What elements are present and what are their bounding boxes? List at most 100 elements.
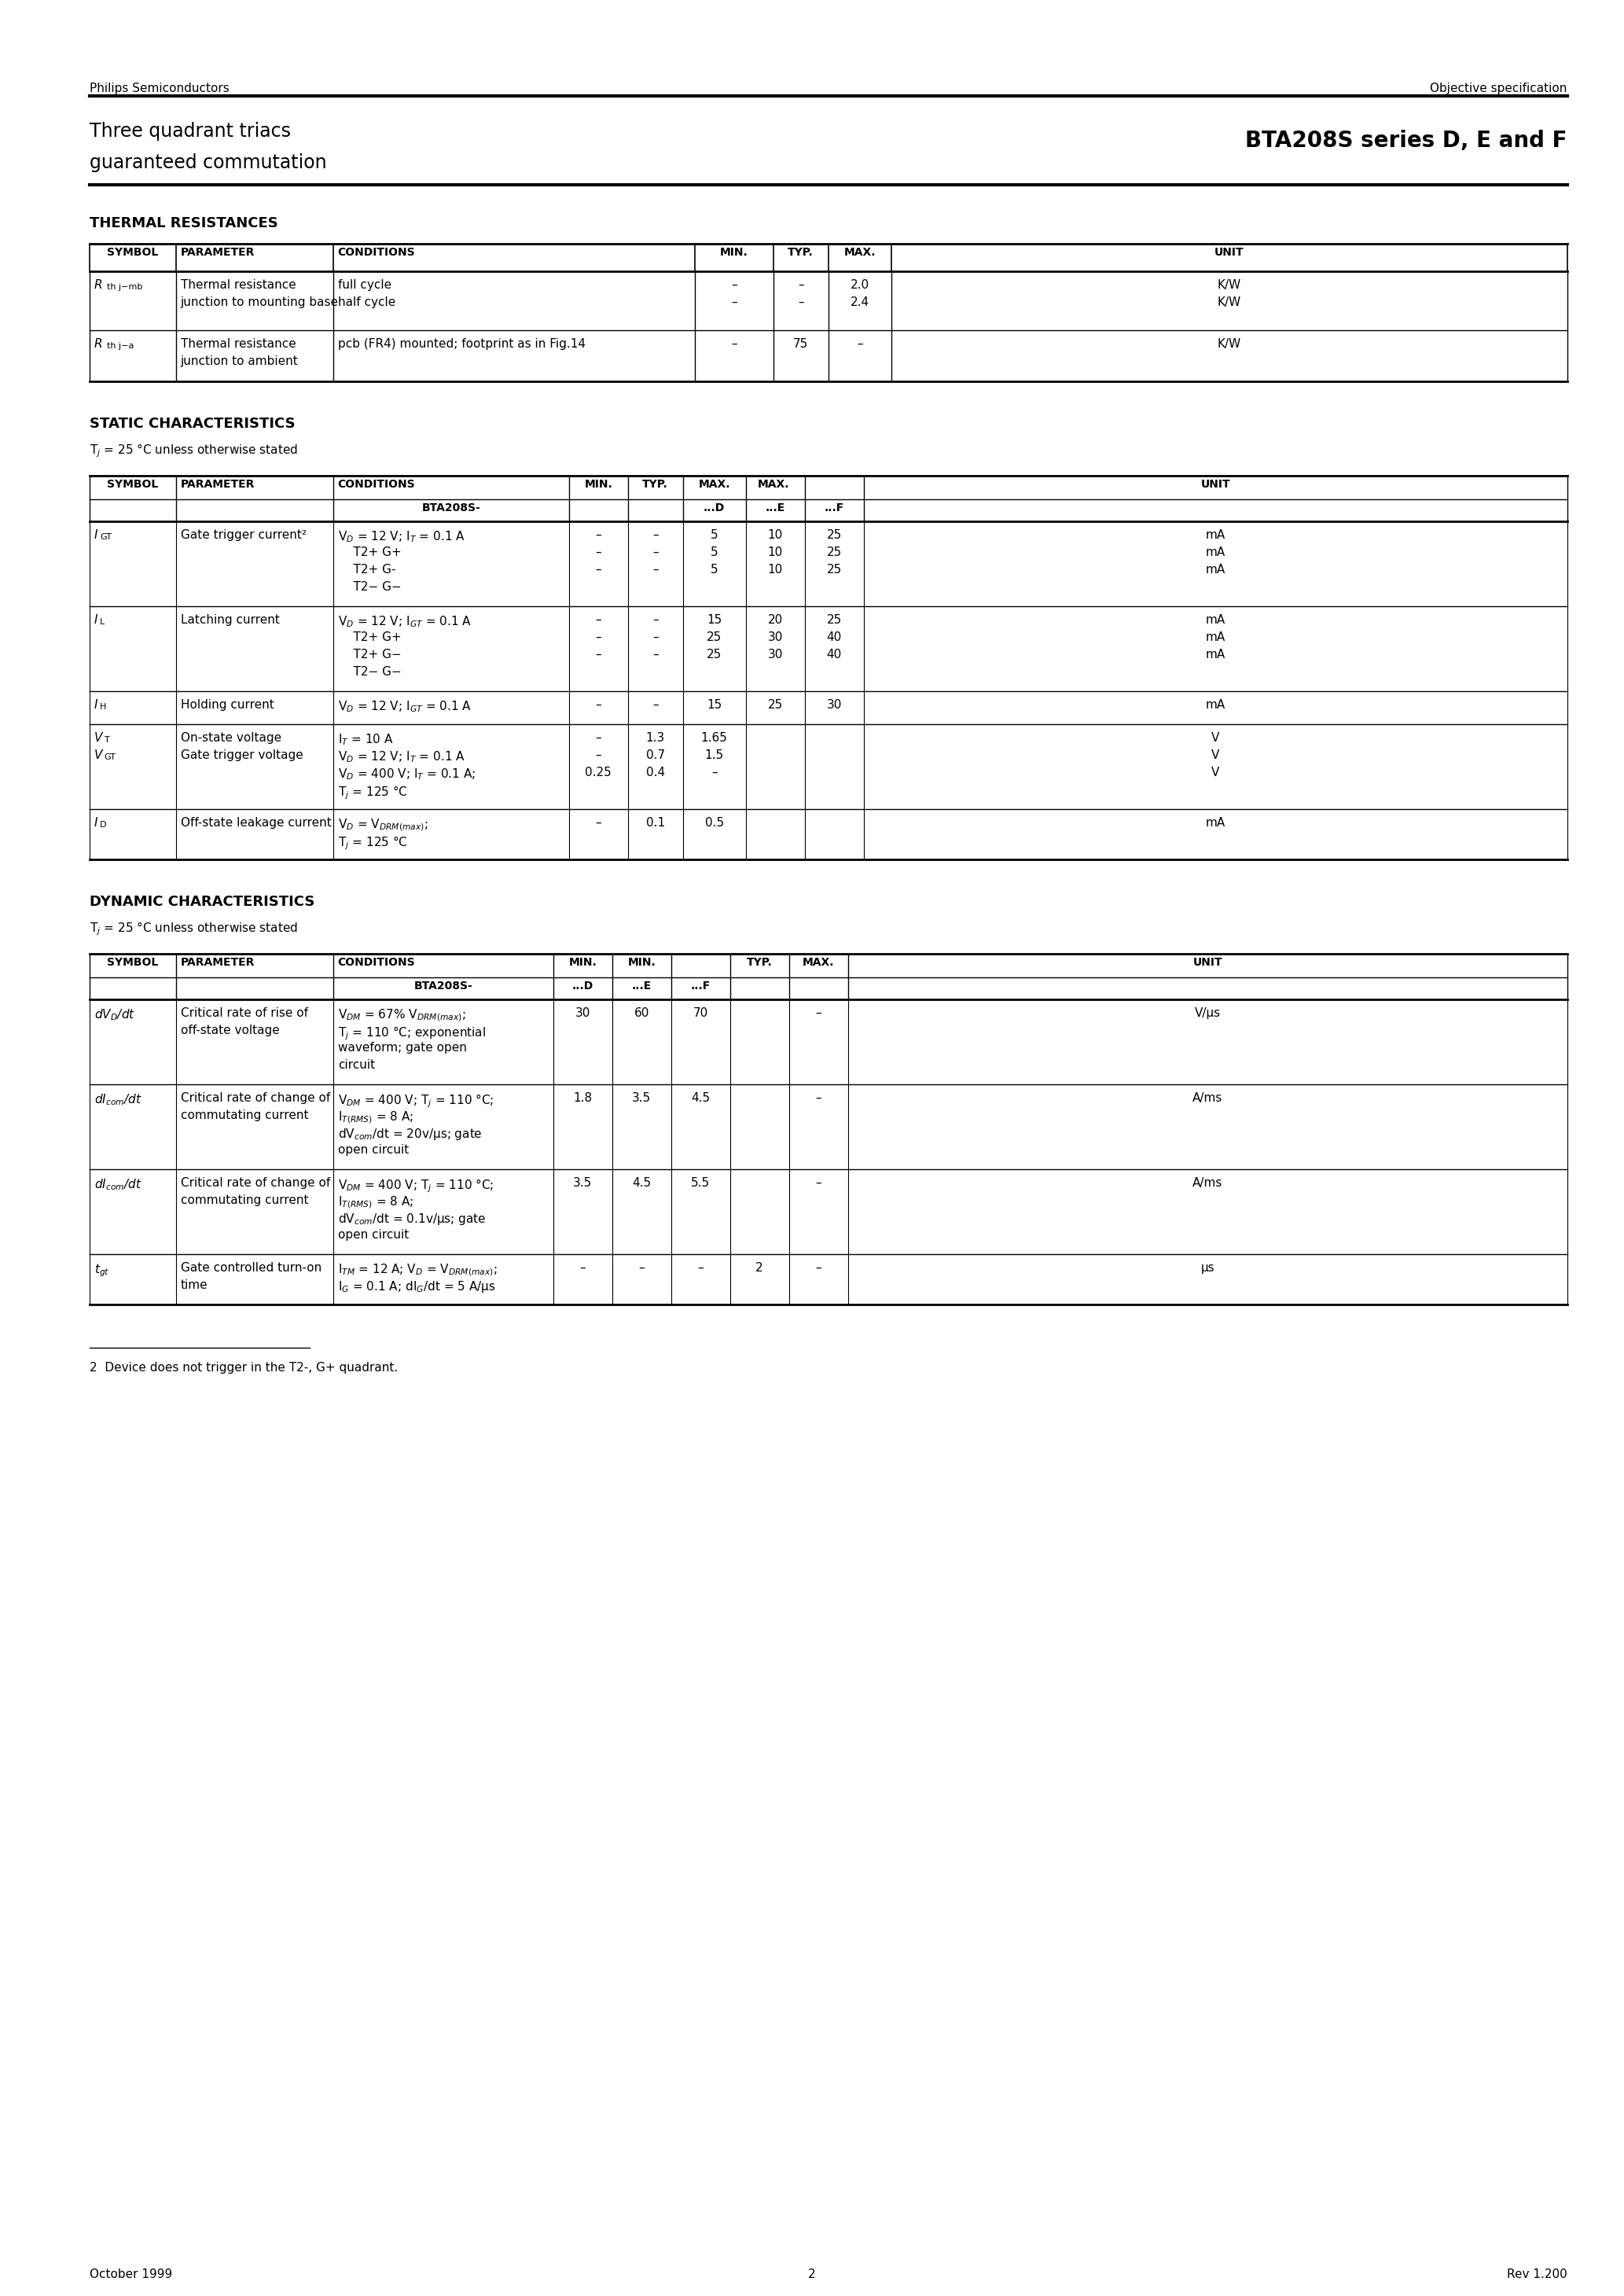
Text: 3.5: 3.5: [632, 1093, 651, 1104]
Text: half cycle: half cycle: [338, 296, 395, 308]
Text: 30: 30: [827, 698, 841, 712]
Text: –: –: [596, 732, 601, 744]
Text: Critical rate of change of: Critical rate of change of: [180, 1093, 330, 1104]
Text: PARAMETER: PARAMETER: [180, 248, 255, 257]
Text: –: –: [596, 565, 601, 576]
Text: –: –: [596, 748, 601, 762]
Text: MIN.: MIN.: [719, 248, 749, 257]
Text: –: –: [596, 631, 601, 643]
Text: UNIT: UNIT: [1215, 248, 1244, 257]
Text: MAX.: MAX.: [802, 957, 835, 969]
Text: K/W: K/W: [1218, 296, 1241, 308]
Text: 25: 25: [706, 650, 721, 661]
Text: –: –: [653, 698, 658, 712]
Text: ...D: ...D: [572, 980, 593, 992]
Text: BTA208S-: BTA208S-: [414, 980, 473, 992]
Text: Critical rate of rise of: Critical rate of rise of: [180, 1008, 309, 1019]
Text: V: V: [1212, 767, 1220, 778]
Text: ...F: ...F: [690, 980, 710, 992]
Text: mA: mA: [1205, 631, 1224, 643]
Text: I: I: [94, 528, 97, 542]
Text: K/W: K/W: [1218, 338, 1241, 349]
Text: dV$_{com}$/dt = 20v/μs; gate: dV$_{com}$/dt = 20v/μs; gate: [338, 1127, 482, 1141]
Text: I: I: [94, 613, 97, 627]
Text: CONDITIONS: CONDITIONS: [338, 957, 416, 969]
Text: open circuit: open circuit: [338, 1228, 409, 1240]
Text: ...E: ...E: [765, 503, 784, 514]
Text: T2+ G−: T2+ G−: [338, 650, 401, 661]
Text: –: –: [653, 613, 658, 627]
Text: 75: 75: [793, 338, 809, 349]
Text: commutating current: commutating current: [180, 1109, 309, 1120]
Text: V$_D$ = 12 V; I$_T$ = 0.1 A: V$_D$ = 12 V; I$_T$ = 0.1 A: [338, 528, 464, 544]
Text: –: –: [857, 338, 862, 349]
Text: th j−mb: th j−mb: [107, 282, 143, 292]
Text: T$_j$ = 25 °C unless otherwise stated: T$_j$ = 25 °C unless otherwise stated: [89, 921, 297, 937]
Text: TYP.: TYP.: [643, 480, 667, 489]
Text: V: V: [1212, 748, 1220, 762]
Text: K/W: K/W: [1218, 280, 1241, 292]
Text: PARAMETER: PARAMETER: [180, 480, 255, 489]
Text: V/μs: V/μs: [1195, 1008, 1221, 1019]
Text: dV$_D$/dt: dV$_D$/dt: [94, 1008, 135, 1022]
Text: MIN.: MIN.: [585, 480, 612, 489]
Text: dV$_{com}$/dt = 0.1v/μs; gate: dV$_{com}$/dt = 0.1v/μs; gate: [338, 1212, 486, 1226]
Text: mA: mA: [1205, 650, 1224, 661]
Text: –: –: [711, 767, 718, 778]
Text: V$_{DM}$ = 400 V; T$_j$ = 110 °C;: V$_{DM}$ = 400 V; T$_j$ = 110 °C;: [338, 1093, 494, 1109]
Text: 0.7: 0.7: [646, 748, 664, 762]
Text: 0.25: 0.25: [585, 767, 612, 778]
Text: 5: 5: [710, 528, 718, 542]
Text: ...D: ...D: [703, 503, 724, 514]
Text: –: –: [580, 1263, 586, 1274]
Text: commutating current: commutating current: [180, 1194, 309, 1205]
Text: –: –: [653, 528, 658, 542]
Text: STATIC CHARACTERISTICS: STATIC CHARACTERISTICS: [89, 418, 296, 432]
Text: –: –: [596, 817, 601, 829]
Text: junction to ambient: junction to ambient: [180, 356, 299, 367]
Text: Thermal resistance: Thermal resistance: [180, 338, 296, 349]
Text: Off-state leakage current: Off-state leakage current: [180, 817, 331, 829]
Text: T2+ G+: T2+ G+: [338, 631, 401, 643]
Text: L: L: [101, 618, 106, 627]
Text: BTA208S-: BTA208S-: [422, 503, 481, 514]
Text: 30: 30: [575, 1008, 590, 1019]
Text: –: –: [653, 546, 658, 558]
Text: –: –: [731, 296, 737, 308]
Text: D: D: [101, 822, 107, 829]
Text: μs: μs: [1200, 1263, 1215, 1274]
Text: –: –: [638, 1263, 645, 1274]
Text: –: –: [797, 280, 804, 292]
Text: 1.65: 1.65: [702, 732, 728, 744]
Text: dI$_{com}$/dt: dI$_{com}$/dt: [94, 1093, 141, 1107]
Text: 40: 40: [827, 650, 841, 661]
Text: –: –: [653, 565, 658, 576]
Text: GT: GT: [101, 533, 112, 542]
Text: 25: 25: [827, 528, 841, 542]
Text: 30: 30: [768, 631, 783, 643]
Text: T2+ G-: T2+ G-: [338, 565, 396, 576]
Text: R: R: [94, 280, 102, 292]
Text: –: –: [653, 650, 658, 661]
Text: ...E: ...E: [632, 980, 651, 992]
Text: –: –: [653, 631, 658, 643]
Text: 0.1: 0.1: [646, 817, 664, 829]
Text: V: V: [94, 748, 102, 762]
Text: Latching current: Latching current: [180, 613, 279, 627]
Text: 15: 15: [706, 698, 721, 712]
Text: THERMAL RESISTANCES: THERMAL RESISTANCES: [89, 216, 278, 230]
Text: 1.5: 1.5: [705, 748, 724, 762]
Text: 2  Device does not trigger in the T2-, G+ quadrant.: 2 Device does not trigger in the T2-, G+…: [89, 1362, 398, 1373]
Text: V$_{DM}$ = 67% V$_{DRM(max)}$;: V$_{DM}$ = 67% V$_{DRM(max)}$;: [338, 1008, 466, 1022]
Text: 5: 5: [710, 546, 718, 558]
Text: T$_j$ = 125 °C: T$_j$ = 125 °C: [338, 783, 408, 801]
Text: A/ms: A/ms: [1192, 1178, 1223, 1189]
Text: V$_D$ = 400 V; I$_T$ = 0.1 A;: V$_D$ = 400 V; I$_T$ = 0.1 A;: [338, 767, 476, 781]
Text: BTA208S series D, E and F: BTA208S series D, E and F: [1246, 131, 1567, 152]
Text: 4.5: 4.5: [690, 1093, 710, 1104]
Text: V$_D$ = 12 V; I$_{GT}$ = 0.1 A: V$_D$ = 12 V; I$_{GT}$ = 0.1 A: [338, 698, 471, 714]
Text: waveform; gate open: waveform; gate open: [338, 1042, 466, 1054]
Text: –: –: [596, 528, 601, 542]
Text: T: T: [104, 737, 109, 744]
Text: I$_G$ = 0.1 A; dI$_G$/dt = 5 A/μs: I$_G$ = 0.1 A; dI$_G$/dt = 5 A/μs: [338, 1279, 495, 1295]
